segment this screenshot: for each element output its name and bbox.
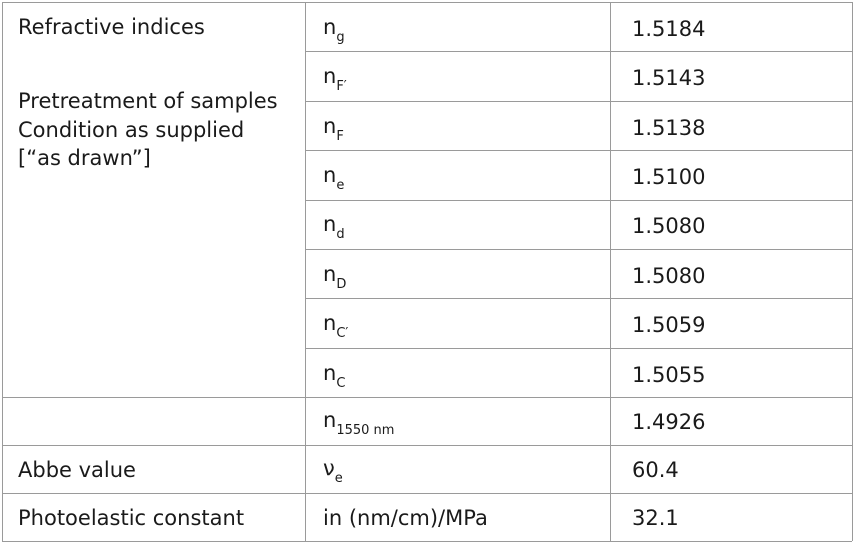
row-line	[2, 397, 852, 399]
column-line	[852, 2, 853, 542]
symbol-base: n	[323, 162, 337, 187]
value: 1.5184	[632, 16, 706, 41]
group-note: Condition as supplied	[18, 117, 245, 142]
symbol-sub: 1550 nm	[336, 423, 395, 439]
symbol: nD	[323, 261, 347, 292]
symbol: ne	[323, 162, 345, 193]
symbol: nC′	[323, 310, 349, 342]
symbol: nF′	[323, 63, 347, 95]
row-line	[305, 199, 852, 201]
symbol-base: n	[323, 360, 337, 385]
symbol-base: n	[323, 408, 337, 433]
symbol-sub: D	[336, 276, 347, 292]
row-line	[305, 51, 852, 53]
column-line	[610, 2, 611, 542]
symbol: n1550 nm	[323, 407, 395, 439]
value: 1.5100	[632, 164, 706, 189]
symbol-sub: F′	[336, 79, 347, 95]
value: 1.5143	[632, 66, 706, 91]
row-line	[305, 100, 852, 102]
symbol-base: ν	[323, 456, 335, 481]
row-line	[2, 445, 852, 447]
symbol: νe	[323, 455, 343, 487]
symbol-base: n	[323, 212, 337, 237]
symbol-base: n	[323, 261, 337, 286]
symbol-sub: C′	[336, 326, 349, 342]
symbol-base: n	[323, 113, 337, 138]
symbol: ng	[323, 14, 345, 45]
symbol-base: n	[323, 311, 337, 336]
value: 1.5059	[632, 313, 706, 338]
row-label: Abbe value	[18, 458, 136, 483]
column-line	[305, 2, 306, 542]
border	[2, 2, 852, 3]
row-line	[305, 150, 852, 152]
row-line	[305, 298, 852, 300]
symbol: nF	[323, 113, 344, 144]
symbol-sub: e	[336, 177, 345, 193]
value: 1.5055	[632, 362, 706, 387]
row-label: Photoelastic constant	[18, 506, 245, 531]
symbol-base: n	[323, 14, 337, 39]
value: 1.5080	[632, 263, 706, 288]
column-line	[2, 2, 3, 542]
symbol-sub: d	[336, 227, 345, 243]
symbol-sub: F	[336, 128, 344, 144]
group-title: Refractive indices	[18, 15, 205, 39]
value: 1.4926	[632, 410, 706, 435]
group-note: [“as drawn”]	[18, 146, 151, 170]
symbol-sub: e	[334, 471, 343, 487]
symbol: nC	[323, 360, 346, 391]
symbol: nd	[323, 211, 345, 243]
symbol-sub: C	[336, 375, 346, 391]
group-note: Pretreatment of samples	[18, 89, 278, 113]
row-line	[2, 493, 852, 495]
symbol-base: n	[323, 64, 337, 89]
row-line	[2, 541, 852, 543]
value: 32.1	[632, 506, 679, 531]
value: 60.4	[632, 458, 679, 483]
value: 1.5138	[632, 115, 706, 140]
value: 1.5080	[632, 214, 706, 239]
row-line	[305, 249, 852, 250]
symbol: in (nm/cm)/MPa	[323, 505, 488, 531]
row-line	[305, 347, 852, 349]
symbol-sub: g	[336, 29, 345, 45]
symbol-base: in (nm/cm)/MPa	[323, 506, 488, 531]
